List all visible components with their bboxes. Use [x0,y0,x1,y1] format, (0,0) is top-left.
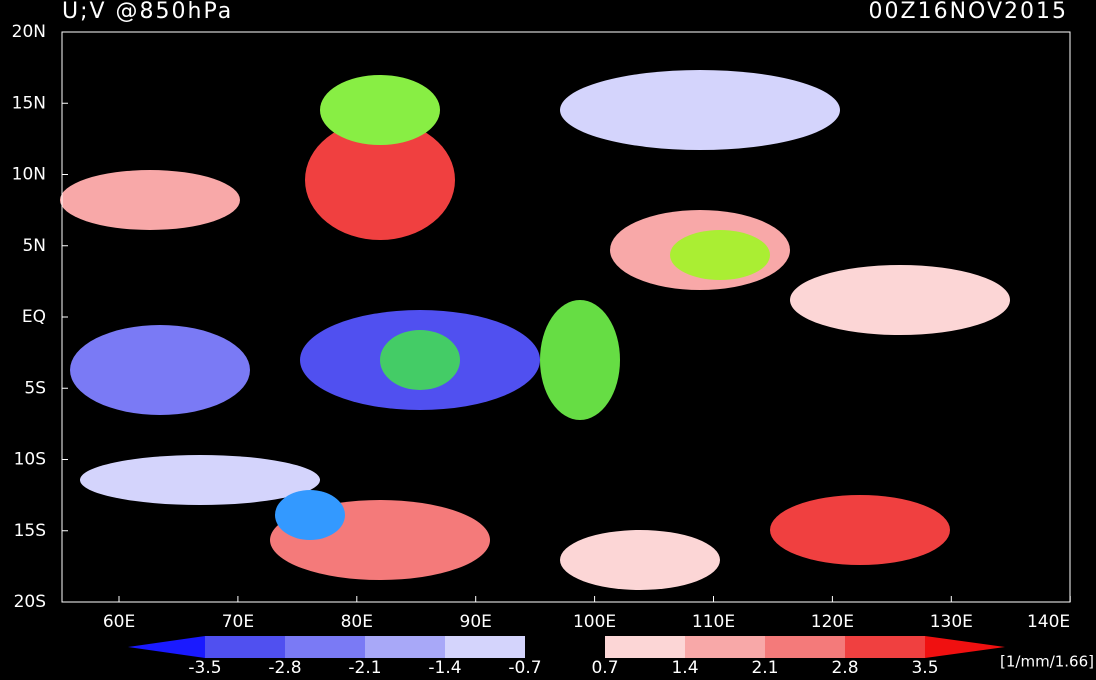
colorbar-label: -2.1 [348,658,381,678]
axis-ticks: 60E 70E 80E 90E 100E 110E 120E 130E 140E 20N 15N 10… [12,22,1071,632]
colorbar-label: 3.5 [911,658,938,678]
y-tick-label: 15N [12,93,46,113]
title: U;V @850hPa [62,0,233,24]
colorbar-label: -3.5 [188,658,221,678]
map-field [60,31,1071,603]
x-tick-label: 70E [222,612,254,632]
colorbar-segment [685,636,765,658]
colorbar-label: 2.8 [831,658,858,678]
colorbar-segment [445,636,525,658]
colorbar-label: -1.4 [428,658,461,678]
time-label: 00Z16NOV2015 [869,0,1068,24]
colorbar-segment [765,636,845,658]
colorbar: -3.5 -2.8 -2.1 -1.4 -0.7 0.7 1.4 2.1 2.8 3.5 [128,636,1005,678]
colorbar-segment [205,636,285,658]
y-tick-label: 20S [14,592,46,612]
colorbar-label: 1.4 [671,658,698,678]
colorbar-label: -0.7 [508,658,541,678]
colorbar-units: [1/mm/1.66] [1000,653,1094,671]
y-tick-label: EQ [22,307,46,327]
y-tick-label: 5S [24,378,46,398]
colorbar-label: 2.1 [751,658,778,678]
y-tick-label: 15S [14,521,46,541]
colorbar-segment [605,636,685,658]
colorbar-segment [525,636,605,658]
colorbar-arrow [925,636,1005,658]
x-tick-label: 90E [460,612,492,632]
x-tick-label: 80E [341,612,373,632]
x-tick-label: 60E [103,612,135,632]
x-tick-label: 140E [1027,612,1070,632]
x-tick-label: 130E [930,612,973,632]
colorbar-segment [285,636,365,658]
colorbar-label: -2.8 [268,658,301,678]
y-tick-label: 20N [12,22,46,42]
x-tick-label: 110E [692,612,735,632]
colorbar-segment [365,636,445,658]
colorbar-label: 0.7 [591,658,618,678]
y-tick-label: 5N [22,236,46,256]
colorbar-arrow [128,636,205,658]
x-tick-label: 120E [811,612,854,632]
y-tick-label: 10S [14,450,46,470]
y-tick-label: 10N [12,165,46,185]
colorbar-segment [845,636,925,658]
x-tick-label: 100E [573,612,616,632]
